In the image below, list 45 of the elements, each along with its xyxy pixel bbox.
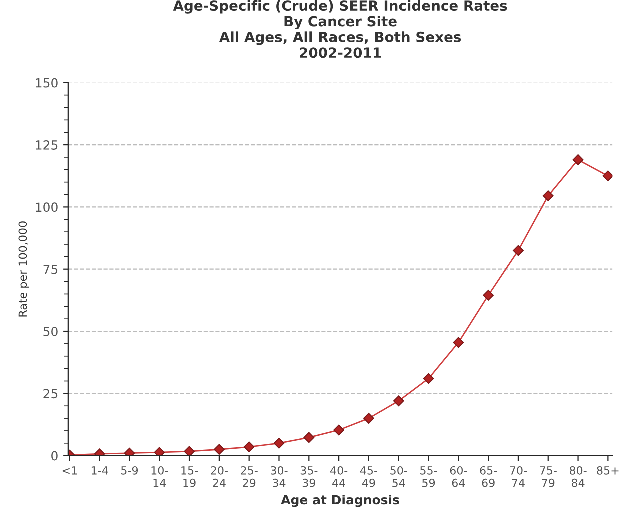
x-tick-label: 1-4: [92, 466, 108, 475]
point: [423, 373, 434, 384]
y-axis-title: Rate per 100,000: [18, 222, 30, 317]
point: [244, 442, 255, 453]
point: [602, 170, 613, 182]
y-tick-label: 100: [36, 202, 58, 212]
x-tick-label: <1: [62, 466, 78, 475]
x-axis-title: Age at Diagnosis: [281, 495, 400, 508]
point: [304, 432, 315, 444]
point: [334, 424, 344, 436]
point: [513, 245, 524, 256]
x-tick-label: 45- 49: [360, 466, 378, 488]
y-tick-label: 0: [52, 451, 58, 461]
point: [393, 396, 404, 407]
x-tick-label: 85+: [597, 466, 619, 475]
x-tick-label: 55- 59: [420, 466, 438, 488]
point: [154, 447, 166, 456]
x-tick-label: 70- 74: [510, 466, 528, 488]
x-tick-label: 25- 29: [241, 466, 258, 488]
point: [542, 190, 554, 202]
y-tick-label: 75: [44, 264, 58, 274]
point: [453, 337, 464, 348]
chart-title: Age-Specific (Crude) SEER Incidence Rates By Cancer Site All Ages, All Races, Both Sexes 2002-2011: [173, 0, 508, 58]
x-tick-label: 40- 44: [330, 466, 348, 488]
y-tick-label: 25: [44, 389, 58, 399]
point: [572, 154, 584, 166]
point: [364, 413, 374, 424]
x-tick-label: 35- 39: [300, 466, 318, 488]
x-tick-label: 80- 84: [570, 466, 587, 488]
x-tick-label: 75- 79: [540, 466, 557, 488]
x-tick-label: 65- 69: [480, 466, 498, 488]
x-tick-label: 20- 24: [211, 466, 228, 488]
point: [274, 438, 285, 449]
y-tick-label: 50: [44, 326, 58, 336]
point: [184, 446, 195, 456]
x-tick-label: 15- 19: [182, 466, 198, 488]
x-tick-label: 10- 14: [152, 466, 168, 488]
x-tick-label: 5-9: [122, 466, 138, 475]
y-tick-label: 150: [36, 78, 58, 88]
point: [483, 290, 494, 301]
x-tick-label: 60- 64: [450, 466, 468, 488]
y-tick-label: 125: [36, 140, 58, 150]
point: [214, 444, 225, 456]
x-tick-label: 30- 34: [271, 466, 288, 488]
x-tick-label: 50- 54: [390, 466, 408, 488]
